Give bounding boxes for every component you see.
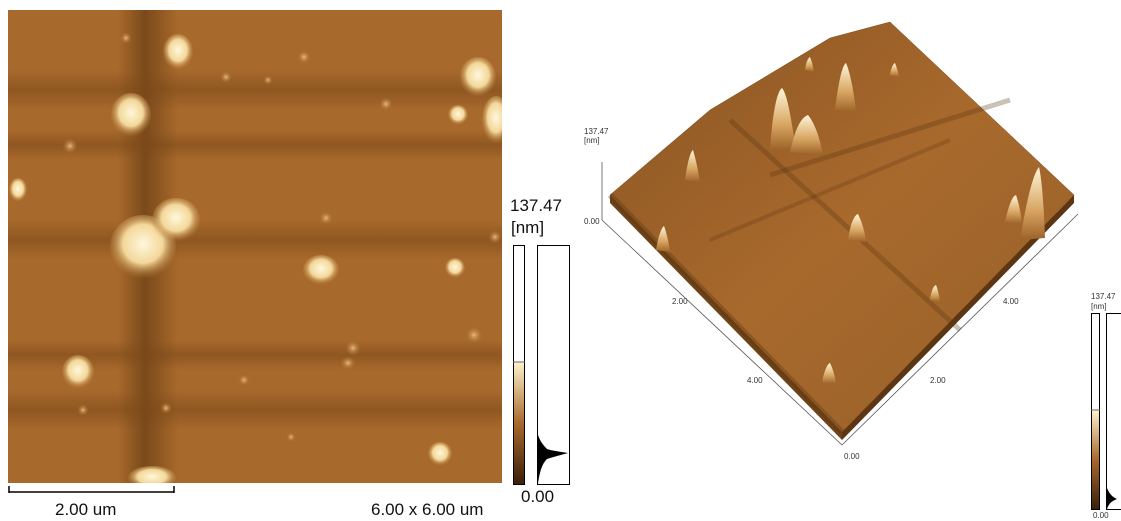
surface-plane xyxy=(609,21,1075,433)
colorbar-unit-label: [nm] xyxy=(511,218,545,237)
scale-bar xyxy=(8,486,175,493)
small-colorbar-max-label: 137.47 xyxy=(1091,292,1116,301)
small-height-colorbar xyxy=(1091,313,1121,510)
surface-particles xyxy=(9,32,502,483)
z-axis-min-label: 0.00 xyxy=(584,217,600,226)
surface-peaks xyxy=(656,57,1045,384)
y-axis-tick-label: 4.00 xyxy=(1003,297,1019,306)
colorbar-max-label: 137.47 xyxy=(510,196,562,215)
height-colorbar-with-histogram xyxy=(513,245,570,485)
afm-3d-surface-render xyxy=(601,21,1079,446)
small-colorbar-unit-label: [nm] xyxy=(1091,302,1107,311)
origin-tick-label: 0.00 xyxy=(844,452,860,461)
small-colorbar-min-label: 0.00 xyxy=(1093,511,1109,520)
scan-size-label: 6.00 x 6.00 um xyxy=(371,500,484,519)
colorbar-min-label: 0.00 xyxy=(521,487,555,506)
afm-2d-topography-image xyxy=(8,10,502,483)
z-axis-max-label: 137.47 xyxy=(584,127,609,136)
scale-bar-label: 2.00 um xyxy=(55,500,117,519)
x-axis-tick-label: 2.00 xyxy=(672,297,688,306)
z-axis-unit-label: [nm] xyxy=(584,136,600,145)
x-axis-tick-label: 4.00 xyxy=(747,376,763,385)
y-axis-tick-label: 2.00 xyxy=(930,376,946,385)
